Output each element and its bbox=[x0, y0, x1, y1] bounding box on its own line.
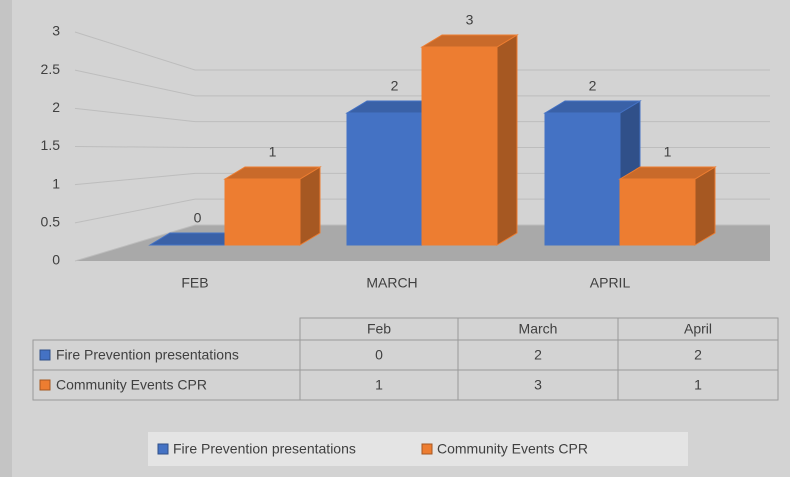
bar bbox=[420, 34, 519, 246]
bar-front bbox=[224, 178, 301, 246]
data-label: 2 bbox=[589, 78, 597, 94]
y-tick-label: 2 bbox=[52, 99, 60, 115]
table-row-label: Fire Prevention presentations bbox=[56, 347, 239, 363]
bar-front bbox=[346, 112, 423, 246]
table-header: April bbox=[684, 321, 712, 337]
legend-key bbox=[157, 443, 169, 455]
y-tick-label: 3 bbox=[52, 23, 60, 39]
table-value: 2 bbox=[534, 347, 542, 363]
table-cell bbox=[617, 369, 779, 401]
bar-front bbox=[544, 112, 621, 246]
y-tick-label: 1 bbox=[52, 175, 60, 191]
legend-label: Fire Prevention presentations bbox=[173, 441, 356, 457]
table-value: 1 bbox=[375, 377, 383, 393]
y-tick-label: 1.5 bbox=[41, 137, 61, 153]
data-label: 2 bbox=[391, 78, 399, 94]
legend-key bbox=[39, 349, 51, 361]
table-header: March bbox=[519, 321, 558, 337]
x-tick-label: APRIL bbox=[590, 275, 631, 291]
bar-side bbox=[694, 166, 716, 246]
data-label: 1 bbox=[269, 144, 277, 160]
table-value: 2 bbox=[694, 347, 702, 363]
y-tick-label: 2.5 bbox=[41, 61, 61, 77]
x-tick-label: FEB bbox=[181, 275, 208, 291]
bar-side bbox=[496, 34, 518, 246]
x-tick-label: MARCH bbox=[366, 275, 417, 291]
grid-line bbox=[74, 69, 770, 97]
table-value: 0 bbox=[375, 347, 383, 363]
bar-front bbox=[619, 178, 696, 246]
table-row-label: Community Events CPR bbox=[56, 377, 207, 393]
legend-box bbox=[148, 432, 688, 466]
data-label: 0 bbox=[194, 210, 202, 226]
legend-key bbox=[421, 443, 433, 455]
table-header: Feb bbox=[367, 321, 391, 337]
data-label: 1 bbox=[664, 144, 672, 160]
bar-side bbox=[299, 166, 321, 246]
legend-label: Community Events CPR bbox=[437, 441, 588, 457]
bar-front bbox=[421, 46, 498, 246]
table-value: 3 bbox=[534, 377, 542, 393]
legend-key bbox=[39, 379, 51, 391]
grid-line bbox=[74, 31, 770, 71]
data-label: 3 bbox=[466, 12, 474, 28]
y-tick-label: 0 bbox=[52, 252, 60, 268]
bar bbox=[618, 166, 717, 246]
table-value: 1 bbox=[694, 377, 702, 393]
bar bbox=[223, 166, 322, 246]
y-tick-label: 0.5 bbox=[41, 214, 61, 230]
